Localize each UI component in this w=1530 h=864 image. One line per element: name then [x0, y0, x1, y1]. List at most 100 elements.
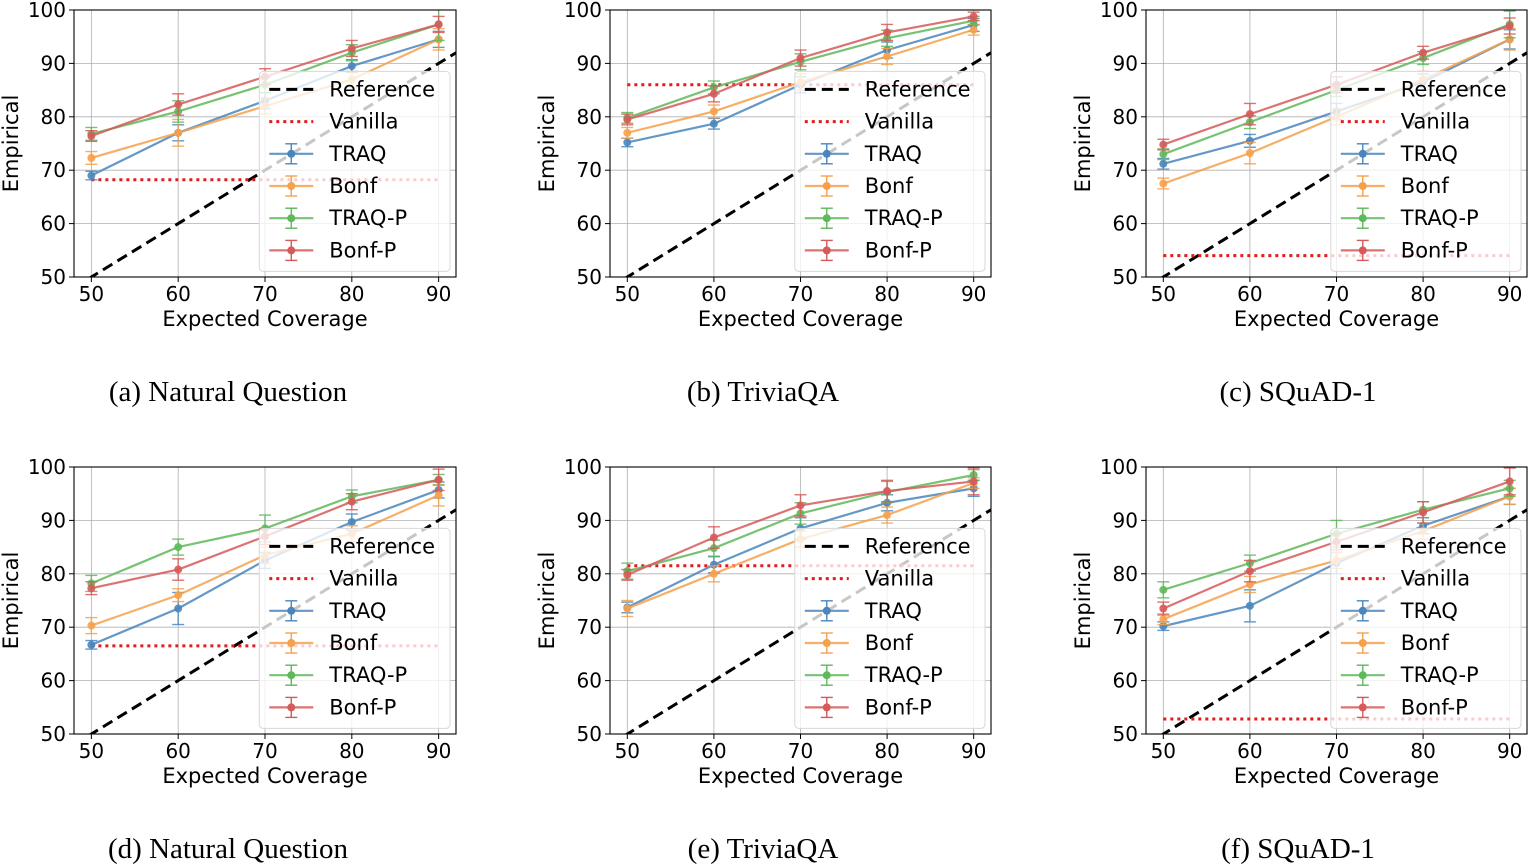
x-tick-label: 60	[165, 282, 190, 306]
legend-label: Vanilla	[329, 110, 398, 134]
legend-handle-marker	[822, 639, 831, 648]
data-point	[347, 44, 356, 53]
legend-label: TRAQ	[864, 599, 922, 623]
legend-handle-marker	[287, 149, 296, 158]
x-tick-label: 60	[165, 739, 190, 763]
data-point	[347, 62, 356, 71]
legend-label: Bonf	[1401, 631, 1450, 655]
data-point	[434, 475, 443, 484]
data-point	[1505, 477, 1514, 486]
y-tick-label: 70	[577, 158, 602, 182]
legend-label: TRAQ-P	[328, 206, 407, 230]
data-point	[87, 171, 96, 180]
y-tick-label: 80	[41, 105, 66, 129]
data-point	[623, 128, 632, 137]
legend-handle-marker	[1358, 606, 1367, 615]
x-tick-label: 90	[426, 739, 451, 763]
legend-label: Bonf	[329, 174, 378, 198]
legend-handle-marker	[287, 703, 296, 712]
legend-label: Bonf-P	[865, 695, 932, 719]
x-tick-label: 90	[961, 739, 986, 763]
legend-label: TRAQ	[1400, 599, 1458, 623]
data-point	[87, 640, 96, 649]
data-point	[969, 477, 978, 486]
data-point	[347, 518, 356, 527]
data-point	[1159, 150, 1168, 159]
data-point	[1159, 615, 1168, 624]
data-point	[1245, 567, 1254, 576]
data-point	[709, 89, 718, 98]
x-tick-label: 60	[701, 739, 726, 763]
legend-label: TRAQ-P	[864, 663, 943, 687]
data-point	[174, 543, 183, 552]
data-point	[883, 511, 892, 520]
legend-handle-marker	[287, 639, 296, 648]
y-axis-label: Empirical	[1071, 95, 1095, 193]
legend-label: Vanilla	[329, 567, 398, 591]
x-tick-label: 80	[1410, 739, 1435, 763]
legend-handle-marker	[822, 149, 831, 158]
y-tick-label: 80	[1113, 105, 1138, 129]
y-tick-label: 60	[41, 212, 66, 236]
x-tick-label: 90	[426, 282, 451, 306]
legend-label: Vanilla	[1401, 567, 1470, 591]
y-tick-label: 70	[1113, 158, 1138, 182]
data-point	[174, 565, 183, 574]
data-point	[883, 52, 892, 61]
legend-label: Reference	[865, 534, 971, 558]
y-axis-label: Empirical	[0, 552, 23, 650]
x-tick-label: 90	[1497, 739, 1522, 763]
y-tick-label: 60	[577, 669, 602, 693]
x-axis-label: Expected Coverage	[162, 307, 367, 331]
x-tick-label: 50	[615, 282, 640, 306]
data-point	[174, 100, 183, 109]
legend-handle-marker	[1358, 671, 1367, 680]
y-tick-label: 50	[1113, 265, 1138, 289]
legend-handle-marker	[822, 246, 831, 255]
legend-label: Bonf	[1401, 174, 1450, 198]
y-tick-label: 100	[564, 455, 602, 479]
x-tick-label: 50	[1151, 739, 1176, 763]
legend-label: Vanilla	[865, 567, 934, 591]
data-point	[87, 621, 96, 630]
chart-panel-4: Reference Vanilla TRAQ Bonf TRAQ-P Bonf-P 50 60…	[0, 455, 457, 864]
y-tick-label: 90	[1113, 51, 1138, 75]
x-tick-label: 80	[1410, 282, 1435, 306]
data-point	[174, 604, 183, 613]
y-tick-label: 90	[1113, 508, 1138, 532]
data-point	[347, 497, 356, 506]
legend-label: TRAQ	[864, 142, 922, 166]
data-point	[1159, 159, 1168, 168]
legend-label: TRAQ-P	[328, 663, 407, 687]
x-tick-label: 80	[339, 739, 364, 763]
data-point	[709, 107, 718, 116]
y-axis-label: Empirical	[535, 552, 559, 650]
legend-label: Reference	[329, 77, 435, 101]
legend-label: TRAQ-P	[1400, 663, 1479, 687]
panel-caption: (d) Natural Question	[108, 833, 348, 864]
data-point	[796, 54, 805, 63]
x-tick-label: 70	[252, 739, 277, 763]
x-axis-label: Expected Coverage	[162, 764, 367, 788]
y-tick-label: 80	[41, 562, 66, 586]
data-point	[883, 28, 892, 37]
panel-caption: (e) TriviaQA	[688, 833, 839, 864]
legend-handle-marker	[1358, 182, 1367, 191]
data-point	[1505, 22, 1514, 31]
legend-label: TRAQ	[328, 142, 386, 166]
legend-handle-marker	[287, 606, 296, 615]
x-tick-label: 70	[788, 739, 813, 763]
data-point	[1419, 508, 1428, 517]
legend-label: TRAQ	[328, 599, 386, 623]
y-tick-label: 100	[564, 0, 602, 22]
legend-label: Bonf-P	[329, 695, 396, 719]
x-axis-label: Expected Coverage	[698, 764, 903, 788]
y-tick-label: 100	[1100, 0, 1138, 22]
legend-label: TRAQ-P	[864, 206, 943, 230]
data-point	[623, 138, 632, 147]
chart-panel-1: Reference Vanilla TRAQ Bonf TRAQ-P Bonf-P 50 60…	[0, 0, 457, 408]
data-point	[1245, 149, 1254, 158]
legend-label: Reference	[329, 534, 435, 558]
legend-handle-marker	[1358, 703, 1367, 712]
